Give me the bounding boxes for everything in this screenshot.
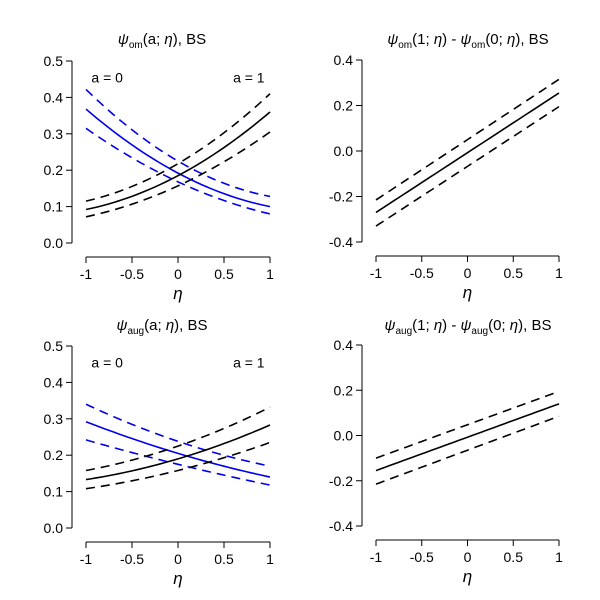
x-tick-label: -1 [80,266,93,282]
series-line-a-1-estimate [85,111,271,211]
y-tick-label: -0.4 [329,234,353,250]
x-axis: -1 -0.5 0 0.5 1 η [370,255,563,302]
panel-aug-by-arm: ψaug(a; η), BS 0.0 0.1 0.2 0.3 0.4 0.5 -1 -0.5 0… [44,317,275,588]
y-tick-label: 0.5 [44,338,64,354]
y-tick-label: 0.0 [44,235,64,251]
x-axis-label: η [173,284,182,303]
x-tick-label: 0 [174,266,182,282]
y-axis: -0.4 -0.2 0.0 0.2 0.4 [329,52,363,250]
x-tick-label: 1 [266,551,274,567]
x-tick-label: 0.5 [504,549,524,565]
y-tick-label: -0.2 [329,473,353,489]
series-line-lower [375,105,560,227]
x-tick-label: 0 [464,265,472,281]
x-tick-label: 0 [174,551,182,567]
y-tick-label: 0.4 [44,89,64,105]
plot-area [85,403,271,490]
panel-om-by-arm: ψom(a; η), BS 0.0 0.1 0.2 0.3 0.4 0.5 -1 -0.5 0 0… [44,31,275,303]
y-tick-label: -0.4 [329,518,353,534]
y-tick-label: 0.2 [334,382,354,398]
y-tick-label: 0.1 [44,484,64,500]
y-tick-label: 0.2 [44,447,64,463]
panel-title: ψaug(a; η), BS [117,317,208,337]
y-tick-label: 0.0 [44,520,64,536]
series-line-a-0-lower [85,439,271,486]
annotation-label: a = 1 [233,354,265,370]
x-axis: -1 -0.5 0 0.5 1 η [370,539,563,586]
x-tick-label: 1 [555,265,563,281]
y-axis: -0.4 -0.2 0.0 0.2 0.4 [329,337,363,534]
y-tick-label: 0.3 [44,411,64,427]
x-tick-label: -0.5 [410,265,434,281]
x-tick-label: 1 [266,266,274,282]
x-tick-label: -1 [80,551,93,567]
annotation-label: a = 1 [233,69,265,85]
y-tick-label: 0.1 [44,199,64,215]
x-axis-label: η [463,283,472,302]
x-tick-label: -1 [370,549,383,565]
panel-title: ψom(1; η) - ψom(0; η), BS [387,31,548,51]
series-line-estimate [375,403,560,472]
y-tick-label: 0.2 [44,162,64,178]
x-tick-label: -1 [370,265,383,281]
x-axis: -1 -0.5 0 0.5 1 η [80,541,274,588]
panel-om-difference: ψom(1; η) - ψom(0; η), BS -0.4 -0.2 0.0 0.2… [329,31,563,302]
annotation-label: a = 0 [91,354,123,370]
series-line-a-1-lower [85,441,271,490]
x-tick-label: 0.5 [504,265,524,281]
series-line-a-1-estimate [85,424,271,481]
series-line-lower [375,415,560,485]
y-tick-label: 0.2 [334,98,354,114]
y-tick-label: 0.4 [44,374,64,390]
y-tick-label: 0.4 [334,52,354,68]
y-tick-label: 0.0 [334,428,354,444]
series-line-upper [375,390,560,459]
series-line-estimate [375,92,560,214]
panel-aug-difference: ψaug(1; η) - ψaug(0; η), BS -0.4 -0.2 0.0 0… [329,317,563,586]
x-tick-label: 0.5 [214,551,234,567]
y-tick-label: 0.5 [44,53,64,69]
series-line-a-0-estimate [85,108,271,208]
series-line-a-1-upper [85,93,271,202]
y-axis: 0.0 0.1 0.2 0.3 0.4 0.5 [44,338,73,536]
x-tick-label: 0 [464,549,472,565]
x-tick-label: 0.5 [214,266,234,282]
plot-area [85,88,271,218]
y-tick-label: 0.0 [334,143,354,159]
x-tick-label: -0.5 [410,549,434,565]
plot-area [375,78,560,227]
plot-area [375,390,560,485]
series-line-a-0-estimate [85,420,271,478]
series-line-upper [375,78,560,201]
x-tick-label: -0.5 [120,551,144,567]
series-line-a-1-lower [85,131,271,218]
y-tick-label: 0.3 [44,126,64,142]
panel-title: ψom(a; η), BS [118,31,206,51]
series-line-a-0-lower [85,127,271,215]
y-tick-label: 0.4 [334,337,354,353]
annotation-label: a = 0 [91,69,123,85]
y-tick-label: -0.2 [329,189,353,205]
x-tick-label: -0.5 [120,266,144,282]
y-axis: 0.0 0.1 0.2 0.3 0.4 0.5 [44,53,73,251]
panel-title: ψaug(1; η) - ψaug(0; η), BS [385,317,552,337]
series-line-a-0-upper [85,403,271,467]
series-line-a-0-upper [85,88,271,198]
x-axis: -1 -0.5 0 0.5 1 η [80,256,274,303]
x-tick-label: 1 [555,549,563,565]
x-axis-label: η [463,567,472,586]
series-line-a-1-upper [85,406,271,472]
x-axis-label: η [173,569,182,588]
